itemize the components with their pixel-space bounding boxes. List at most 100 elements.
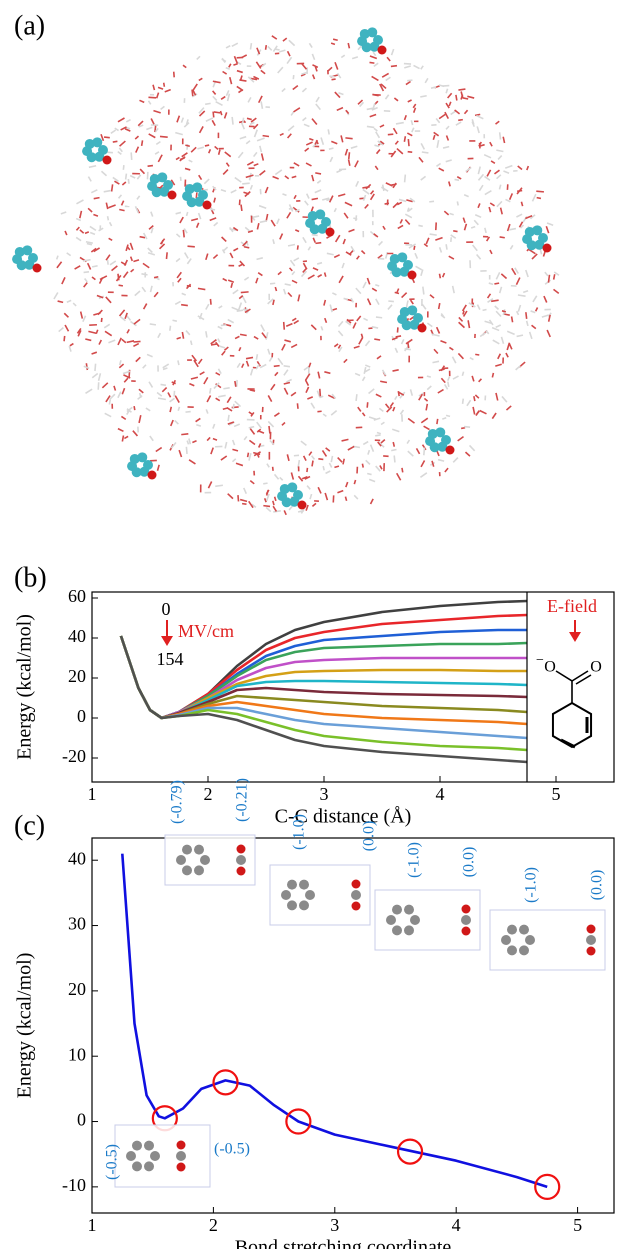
water [197, 147, 203, 149]
water [472, 376, 474, 382]
water [144, 304, 147, 310]
x-tick-label: 1 [88, 1215, 97, 1235]
water [105, 413, 111, 416]
water [287, 454, 289, 461]
water [85, 339, 91, 340]
water [270, 283, 275, 284]
water [282, 194, 286, 196]
water [233, 248, 238, 250]
x-tick-label: 4 [436, 784, 445, 804]
water [294, 321, 299, 324]
water [148, 253, 155, 255]
water [308, 247, 310, 251]
water [496, 393, 498, 401]
water [243, 296, 246, 303]
solute-atom [532, 225, 542, 235]
water [412, 128, 414, 132]
water [376, 132, 380, 138]
water [530, 332, 532, 339]
water [280, 234, 283, 240]
water [245, 227, 249, 230]
water [446, 160, 452, 162]
water [164, 83, 165, 87]
water [302, 64, 307, 69]
water [483, 309, 487, 310]
charge-label: (0.0) [361, 821, 378, 852]
water [67, 300, 71, 302]
water [365, 204, 369, 208]
water [288, 244, 295, 245]
water [140, 237, 145, 238]
water [294, 163, 299, 166]
water [335, 62, 338, 69]
water [327, 253, 334, 254]
water [177, 116, 179, 123]
water [250, 481, 254, 484]
water [344, 298, 348, 299]
water [86, 242, 93, 243]
water [209, 149, 211, 153]
water [218, 369, 221, 374]
water [232, 449, 238, 450]
water [405, 115, 407, 120]
water [214, 112, 220, 113]
water [402, 293, 407, 298]
water [62, 277, 65, 284]
water [292, 272, 295, 275]
charge-label: (-0.5) [214, 1141, 250, 1158]
double-bonds [561, 717, 587, 747]
oxygen-atom [203, 201, 212, 210]
oxygen-atom [326, 228, 335, 237]
water [124, 378, 128, 382]
carbon-atom [144, 1161, 154, 1171]
water [251, 118, 256, 122]
water [459, 317, 463, 321]
water [395, 141, 398, 144]
water [501, 337, 503, 344]
water [122, 201, 124, 206]
water [346, 482, 348, 487]
water [69, 346, 71, 351]
water [242, 364, 244, 368]
water [357, 256, 360, 259]
water [204, 377, 208, 384]
water [206, 409, 208, 413]
water [406, 81, 411, 84]
water [442, 418, 446, 419]
water [240, 334, 247, 335]
water [135, 136, 138, 139]
oxygen-atom [418, 324, 427, 333]
water [125, 313, 127, 319]
water [210, 388, 211, 393]
carbon-atom [461, 915, 471, 925]
water [285, 284, 291, 285]
water [127, 341, 134, 343]
water [249, 412, 252, 414]
water [189, 160, 193, 162]
water [122, 435, 123, 441]
water [316, 104, 321, 110]
water [517, 335, 523, 336]
water [185, 145, 189, 146]
water [151, 212, 153, 217]
water [316, 97, 319, 102]
water [546, 226, 548, 233]
water [449, 256, 454, 259]
water [135, 291, 140, 296]
water [65, 325, 68, 331]
water [114, 386, 115, 391]
water [393, 203, 398, 208]
water [338, 194, 345, 196]
water [363, 195, 365, 201]
water [477, 305, 479, 310]
water [101, 171, 106, 175]
water [263, 483, 267, 484]
water [366, 341, 370, 346]
water [392, 429, 399, 431]
water [532, 325, 536, 328]
water [470, 358, 474, 360]
water [278, 272, 281, 275]
water [400, 219, 402, 223]
water [503, 137, 504, 143]
water [341, 55, 344, 57]
